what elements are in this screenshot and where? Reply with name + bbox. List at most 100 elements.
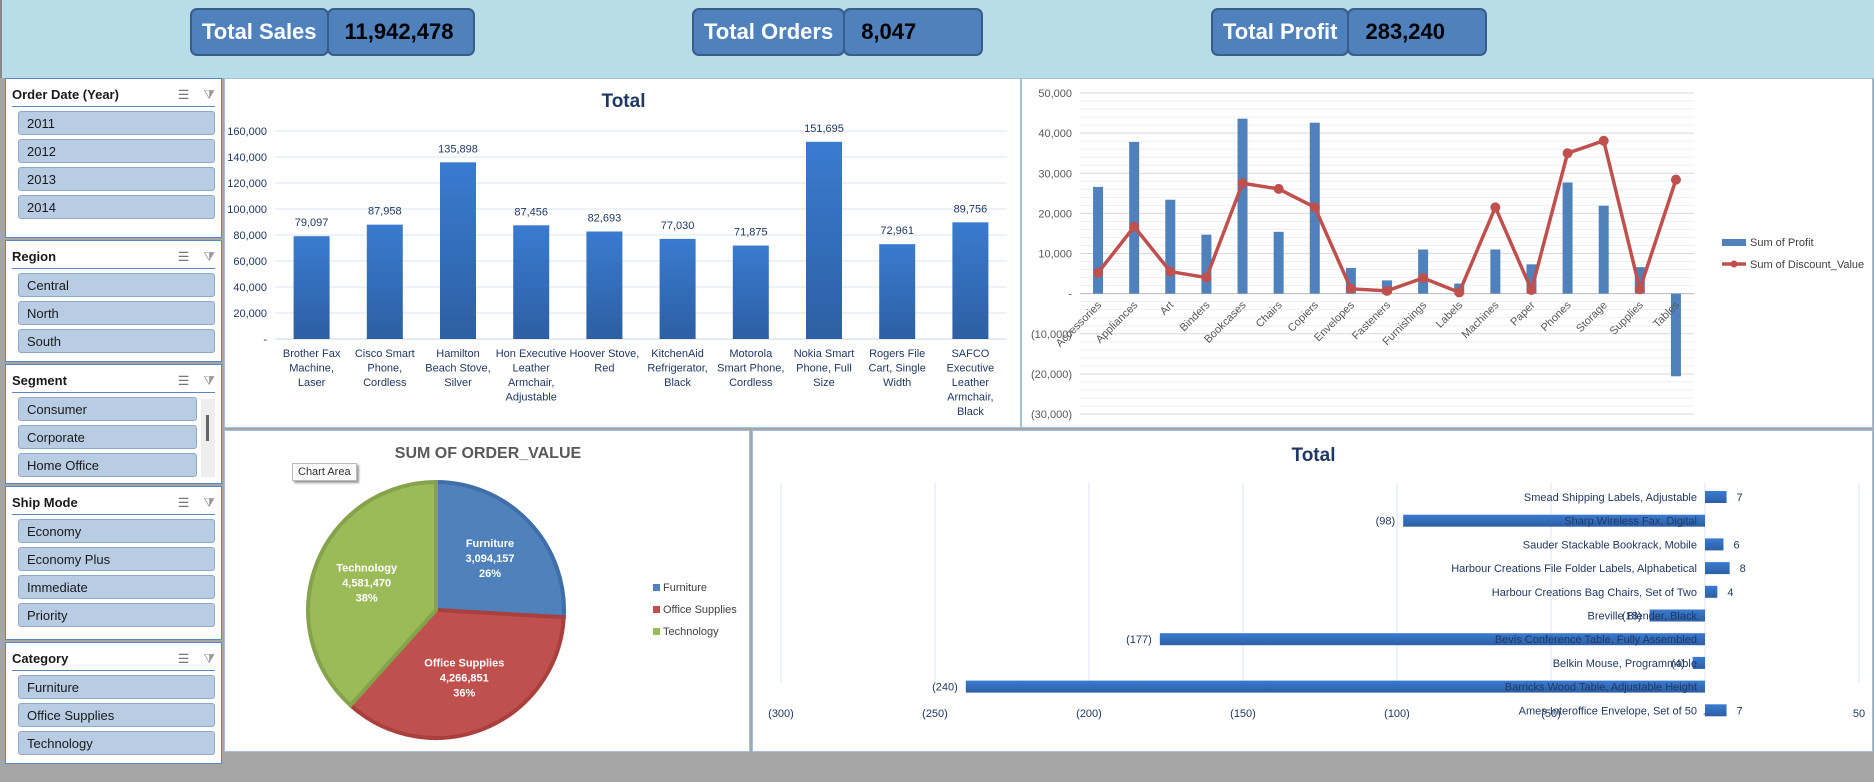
y-category-label: Bevis Conference Table, Fully Assembled <box>1495 634 1697 646</box>
y-tick-label: 160,000 <box>227 126 267 138</box>
clear-filter-icon[interactable]: ⧩ <box>203 86 215 102</box>
kpi-label: Total Orders <box>692 8 846 56</box>
slicer-item[interactable]: Technology <box>18 731 215 755</box>
slicer-item[interactable]: South <box>18 329 215 353</box>
slicer-item[interactable]: 2013 <box>18 167 215 191</box>
x-tick-label: Leather <box>513 363 551 375</box>
x-tick-label: (300) <box>768 708 794 720</box>
multi-select-icon[interactable]: ☰ <box>177 650 190 666</box>
slicer-header: Ship Mode ☰ ⧩ <box>12 491 215 515</box>
slicer-item[interactable]: Corporate <box>18 425 197 449</box>
profit-bar <box>1093 186 1104 294</box>
slice-label: Furniture <box>466 538 514 550</box>
legend-label: Sum of Profit <box>1750 237 1814 249</box>
slicer-item[interactable]: Central <box>18 273 215 297</box>
y-tick-label: 120,000 <box>227 178 267 190</box>
discount-point <box>1526 285 1537 296</box>
slicer-item[interactable]: 2011 <box>18 111 215 135</box>
data-label: (18) <box>1622 611 1642 623</box>
discount-point <box>1562 148 1573 159</box>
x-tick-label: Beach Stove, <box>425 363 490 375</box>
multi-select-icon[interactable]: ☰ <box>177 86 190 102</box>
x-tick-label: Cordless <box>729 377 773 389</box>
y-category-label: Harbour Creations Bag Chairs, Set of Two <box>1492 587 1697 599</box>
clear-filter-icon[interactable]: ⧩ <box>203 650 215 666</box>
clear-filter-icon[interactable]: ⧩ <box>203 494 215 510</box>
pie-slice <box>347 607 566 740</box>
bar <box>440 162 476 339</box>
x-tick-label: (200) <box>1076 708 1102 720</box>
x-tick-label: Size <box>813 377 834 389</box>
slicer-item[interactable]: Priority <box>18 603 215 627</box>
slicer-category: Category ☰ ⧩ Furniture Office Supplies Techno… <box>5 642 222 764</box>
slicer-item[interactable]: 2014 <box>18 195 215 219</box>
slice-label: 26% <box>479 568 501 580</box>
product-profit-hbar-chart[interactable]: Total (300)(250)(200)(150)(100)(50)-50Sm… <box>752 430 1873 752</box>
x-tick-label: Black <box>664 377 691 389</box>
profit-bar <box>1345 267 1356 294</box>
discount-point <box>1490 202 1501 213</box>
scrollbar-thumb[interactable] <box>206 415 209 441</box>
x-tick-label: Armchair, <box>508 377 554 389</box>
slicer-header: Order Date (Year) ☰ ⧩ <box>12 83 215 107</box>
slice-label: Office Supplies <box>424 658 504 670</box>
clear-filter-icon[interactable]: ⧩ <box>203 248 215 264</box>
x-tick-label: (250) <box>922 708 948 720</box>
slicer-item[interactable]: Economy Plus <box>18 547 215 571</box>
slice-label: Technology <box>336 562 398 574</box>
multi-select-icon[interactable]: ☰ <box>177 372 190 388</box>
profit-bar <box>1201 234 1212 294</box>
data-label: 71,875 <box>734 227 768 239</box>
discount-point <box>1670 174 1681 185</box>
profit-bar <box>1273 231 1284 294</box>
discount-point <box>1634 284 1645 295</box>
x-tick-label: Smart Phone, <box>717 363 784 375</box>
x-tick-label: Silver <box>444 377 472 389</box>
slicer-item[interactable]: 2012 <box>18 139 215 163</box>
y-category-label: Ames Interoffice Envelope, Set of 50 <box>1519 705 1697 717</box>
order-value-pie-chart[interactable]: SUM OF ORDER_VALUE Furniture 3,094,157 26%… <box>224 430 750 752</box>
slice-label: 4,266,851 <box>440 673 489 685</box>
multi-select-icon[interactable]: ☰ <box>177 494 190 510</box>
y-tick-label: 100,000 <box>227 204 267 216</box>
x-tick-label: Width <box>883 377 911 389</box>
x-tick-label: Cisco Smart <box>355 348 415 360</box>
slicer-title: Ship Mode <box>12 495 78 510</box>
slicer-item[interactable]: Home Office <box>18 453 197 477</box>
bar <box>732 245 769 339</box>
data-label: (240) <box>932 682 958 694</box>
profit-bar <box>1562 182 1573 294</box>
data-label: 72,961 <box>880 225 914 237</box>
legend-swatch-profit <box>1722 239 1746 246</box>
data-label: 87,456 <box>514 206 548 218</box>
clear-filter-icon[interactable]: ⧩ <box>203 372 215 388</box>
data-label: 4 <box>1727 587 1733 599</box>
slicer-scrollbar[interactable] <box>201 399 215 477</box>
category-profit-discount-chart[interactable]: (30,000) (20,000) (10,000) - 10,000 20,000 30,… <box>1021 78 1873 428</box>
profit-bar <box>1634 267 1645 294</box>
y-tick-label: - <box>263 334 267 346</box>
x-tick-label: Refrigerator, <box>647 363 708 375</box>
multi-select-icon[interactable]: ☰ <box>177 248 190 264</box>
bar <box>952 222 989 339</box>
slicer-item[interactable]: North <box>18 301 215 325</box>
y-tick-label: 20,000 <box>233 308 267 320</box>
y-category-label: Harbour Creations File Folder Labels, Al… <box>1451 563 1697 575</box>
x-tick-label: Machines <box>1460 299 1502 341</box>
hbar <box>1649 609 1705 622</box>
legend-label: Technology <box>663 626 719 638</box>
chart-title: Total <box>601 91 646 112</box>
top-products-chart[interactable]: Total - 20,000 40,000 60,000 80,000 100,000 12… <box>224 78 1021 428</box>
discount-point <box>1273 183 1284 194</box>
slicer-item[interactable]: Consumer <box>18 397 197 421</box>
slicer-item[interactable]: Immediate <box>18 575 215 599</box>
hbar <box>965 680 1705 693</box>
x-tick-label: (150) <box>1230 708 1256 720</box>
x-tick-label: Cart, Single <box>868 363 925 375</box>
data-label: 8 <box>1740 563 1746 575</box>
slicer-item[interactable]: Office Supplies <box>18 703 215 727</box>
slicer-item[interactable]: Furniture <box>18 675 215 699</box>
slicer-item[interactable]: Economy <box>18 519 215 543</box>
y-tick-label: (10,000) <box>1031 329 1072 341</box>
